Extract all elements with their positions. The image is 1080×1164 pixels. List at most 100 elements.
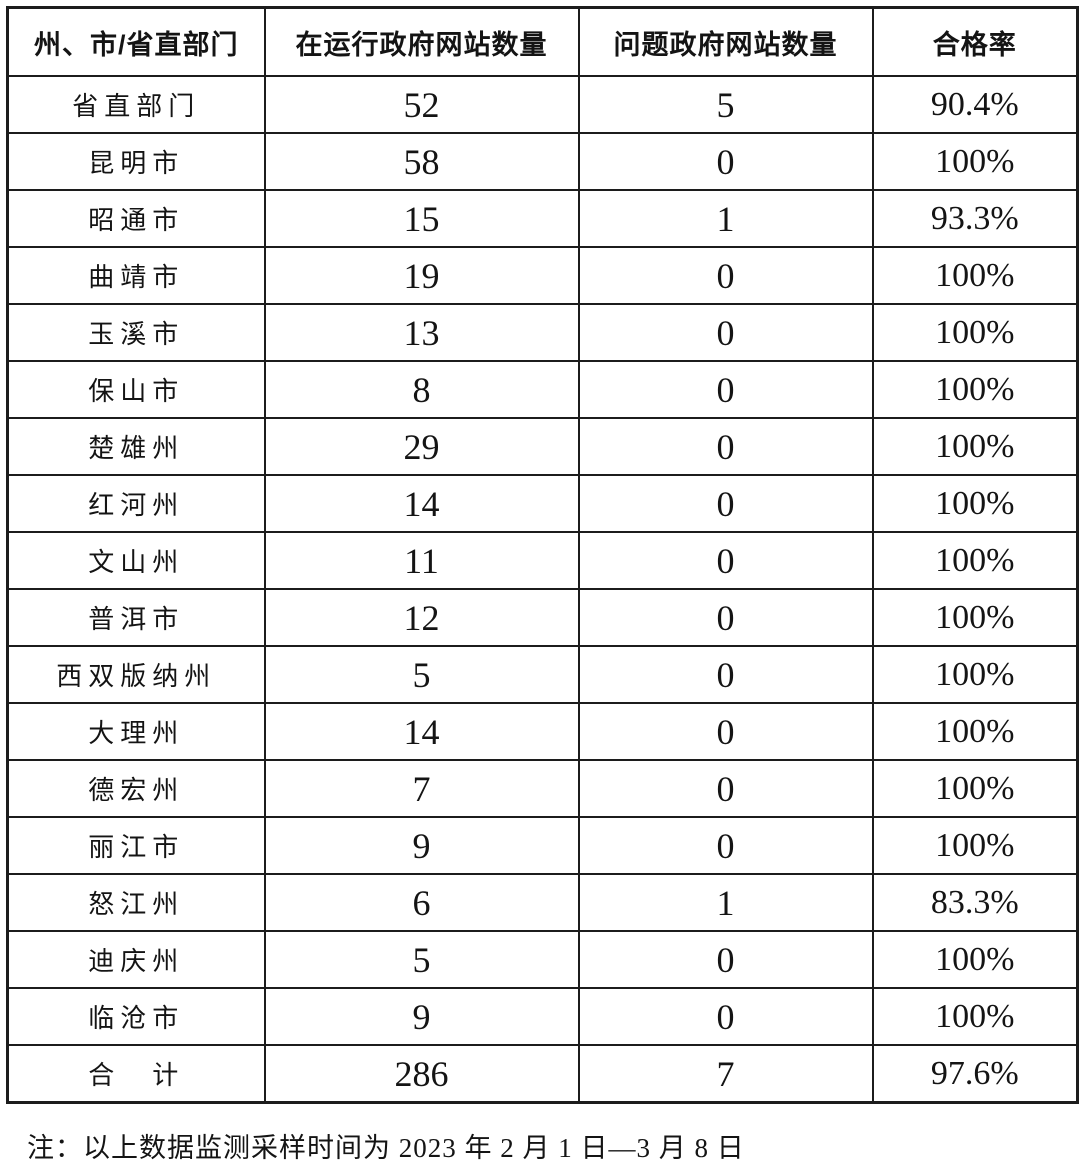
region-cell: 省直部门 [6,75,266,134]
region-cell: 怒江州 [6,873,266,932]
pass-rate-cell: 83.3% [871,873,1079,932]
problem-sites-cell: 0 [577,645,874,704]
table-row: 楚雄州 29 0 100% [6,417,1079,476]
pass-rate-cell: 100% [871,588,1079,647]
pass-rate-cell: 100% [871,303,1079,362]
region-cell: 曲靖市 [6,246,266,305]
running-sites-cell: 13 [263,303,580,362]
problem-sites-cell: 0 [577,759,874,818]
running-sites-cell: 9 [263,987,580,1046]
problem-sites-cell: 0 [577,588,874,647]
table-header: 州、市/省直部门 在运行政府网站数量 问题政府网站数量 合格率 [6,6,1079,77]
problem-sites-cell: 5 [577,75,874,134]
region-cell: 玉溪市 [6,303,266,362]
region-cell: 迪庆州 [6,930,266,989]
problem-sites-cell: 0 [577,474,874,533]
table-row: 省直部门 52 5 90.4% [6,75,1079,134]
running-sites-cell: 11 [263,531,580,590]
problem-sites-cell: 7 [577,1044,874,1104]
table-row: 玉溪市 13 0 100% [6,303,1079,362]
table-row: 普洱市 12 0 100% [6,588,1079,647]
region-cell: 保山市 [6,360,266,419]
region-cell: 文山州 [6,531,266,590]
problem-sites-cell: 0 [577,702,874,761]
table-row: 红河州 14 0 100% [6,474,1079,533]
pass-rate-cell: 100% [871,246,1079,305]
running-sites-cell: 58 [263,132,580,191]
table-row: 怒江州 6 1 83.3% [6,873,1079,932]
government-website-stats-table: 州、市/省直部门 在运行政府网站数量 问题政府网站数量 合格率 省直部门 52 5 9… [6,6,1079,1104]
pass-rate-cell: 100% [871,132,1079,191]
running-sites-cell: 12 [263,588,580,647]
pass-rate-cell: 100% [871,645,1079,704]
table-row: 临沧市 9 0 100% [6,987,1079,1046]
running-sites-cell: 15 [263,189,580,248]
col-header-problem-sites: 问题政府网站数量 [577,6,874,77]
pass-rate-cell: 100% [871,702,1079,761]
running-sites-cell: 29 [263,417,580,476]
region-cell: 红河州 [6,474,266,533]
problem-sites-cell: 0 [577,417,874,476]
table-row: 昆明市 58 0 100% [6,132,1079,191]
col-header-region: 州、市/省直部门 [6,6,266,77]
pass-rate-cell: 100% [871,816,1079,875]
table-row: 保山市 8 0 100% [6,360,1079,419]
running-sites-cell: 8 [263,360,580,419]
region-cell: 合 计 [6,1044,266,1104]
problem-sites-cell: 0 [577,132,874,191]
table-row: 德宏州 7 0 100% [6,759,1079,818]
running-sites-cell: 14 [263,474,580,533]
running-sites-cell: 52 [263,75,580,134]
problem-sites-cell: 1 [577,873,874,932]
pass-rate-cell: 100% [871,987,1079,1046]
problem-sites-cell: 0 [577,816,874,875]
problem-sites-cell: 0 [577,987,874,1046]
running-sites-cell: 9 [263,816,580,875]
region-cell: 临沧市 [6,987,266,1046]
running-sites-cell: 5 [263,930,580,989]
pass-rate-cell: 100% [871,474,1079,533]
pass-rate-cell: 100% [871,930,1079,989]
problem-sites-cell: 1 [577,189,874,248]
problem-sites-cell: 0 [577,930,874,989]
table-row: 迪庆州 5 0 100% [6,930,1079,989]
running-sites-cell: 14 [263,702,580,761]
problem-sites-cell: 0 [577,360,874,419]
col-header-running-sites: 在运行政府网站数量 [263,6,580,77]
running-sites-cell: 6 [263,873,580,932]
table-row: 昭通市 15 1 93.3% [6,189,1079,248]
total-row: 合 计 286 7 97.6% [6,1044,1079,1104]
pass-rate-cell: 100% [871,360,1079,419]
header-row: 州、市/省直部门 在运行政府网站数量 问题政府网站数量 合格率 [6,6,1079,77]
pass-rate-cell: 93.3% [871,189,1079,248]
region-cell: 昆明市 [6,132,266,191]
table-row: 丽江市 9 0 100% [6,816,1079,875]
region-cell: 西双版纳州 [6,645,266,704]
region-cell: 普洱市 [6,588,266,647]
pass-rate-cell: 100% [871,531,1079,590]
running-sites-cell: 19 [263,246,580,305]
pass-rate-cell: 97.6% [871,1044,1079,1104]
region-cell: 楚雄州 [6,417,266,476]
table-body: 省直部门 52 5 90.4% 昆明市 58 0 100% 昭通市 15 1 93.3% 曲靖市 19 0 1… [6,75,1079,1104]
table-row: 大理州 14 0 100% [6,702,1079,761]
problem-sites-cell: 0 [577,246,874,305]
col-header-pass-rate: 合格率 [871,6,1079,77]
table-note: 注：以上数据监测采样时间为 2023 年 2 月 1 日—3 月 8 日 [27,1133,745,1163]
problem-sites-cell: 0 [577,531,874,590]
table-row: 西双版纳州 5 0 100% [6,645,1079,704]
table-row: 曲靖市 19 0 100% [6,246,1079,305]
region-cell: 大理州 [6,702,266,761]
region-cell: 德宏州 [6,759,266,818]
running-sites-cell: 5 [263,645,580,704]
running-sites-cell: 7 [263,759,580,818]
pass-rate-cell: 90.4% [871,75,1079,134]
region-cell: 昭通市 [6,189,266,248]
region-cell: 丽江市 [6,816,266,875]
running-sites-cell: 286 [263,1044,580,1104]
problem-sites-cell: 0 [577,303,874,362]
table-row: 文山州 11 0 100% [6,531,1079,590]
pass-rate-cell: 100% [871,759,1079,818]
pass-rate-cell: 100% [871,417,1079,476]
